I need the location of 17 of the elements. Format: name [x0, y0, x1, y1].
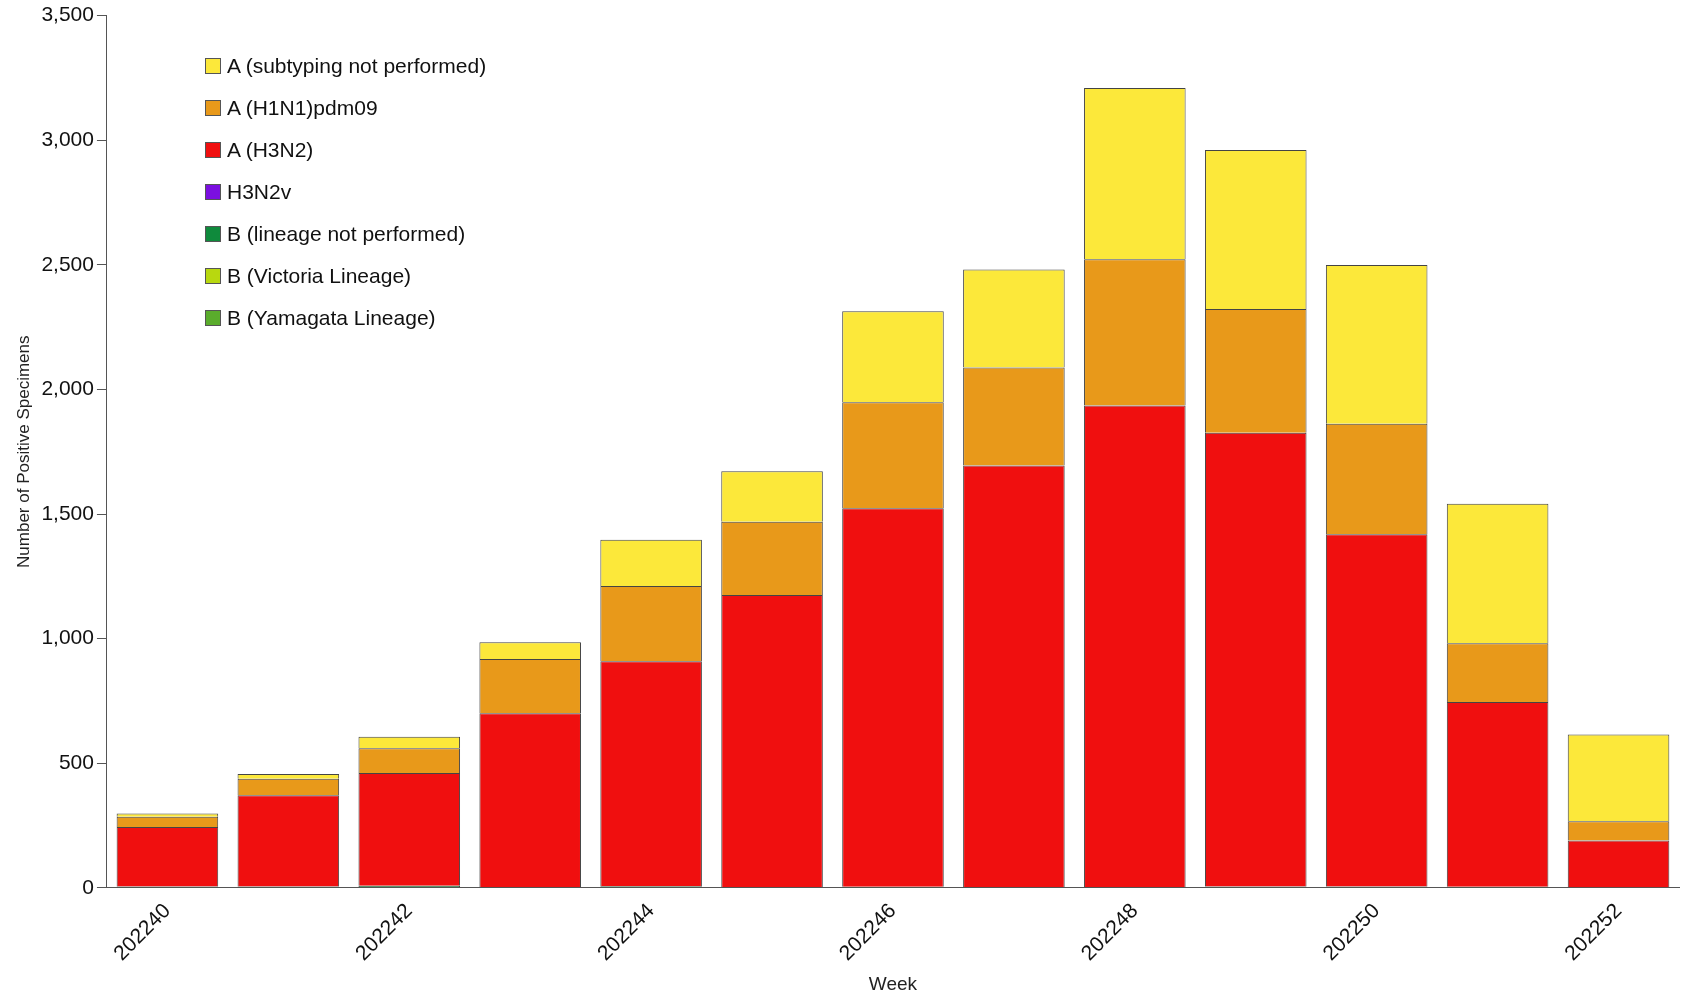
legend-label: A (H1N1)pdm09 — [227, 96, 378, 120]
x-axis-title: Week — [868, 972, 918, 994]
legend-label: B (lineage not performed) — [227, 222, 466, 246]
y-tick-label: 3,500 — [41, 2, 94, 26]
y-axis-title: Number of Positive Specimens — [13, 335, 33, 568]
legend-label: A (H3N2) — [227, 138, 314, 162]
y-tick-label: 2,000 — [41, 376, 94, 400]
y-tick-label: 0 — [82, 874, 94, 898]
legend-label: B (Yamagata Lineage) — [227, 306, 436, 330]
legend-label: B (Victoria Lineage) — [227, 264, 412, 288]
y-tick-label: 1,000 — [41, 625, 94, 649]
y-tick-label: 3,000 — [41, 127, 94, 150]
legend-label: H3N2v — [227, 180, 292, 204]
y-tick-label: 500 — [58, 750, 94, 774]
y-tick-label: 1,500 — [41, 500, 94, 524]
legend-label: A (subtyping not performed) — [227, 54, 487, 78]
y-tick-label: 2,500 — [41, 251, 94, 275]
